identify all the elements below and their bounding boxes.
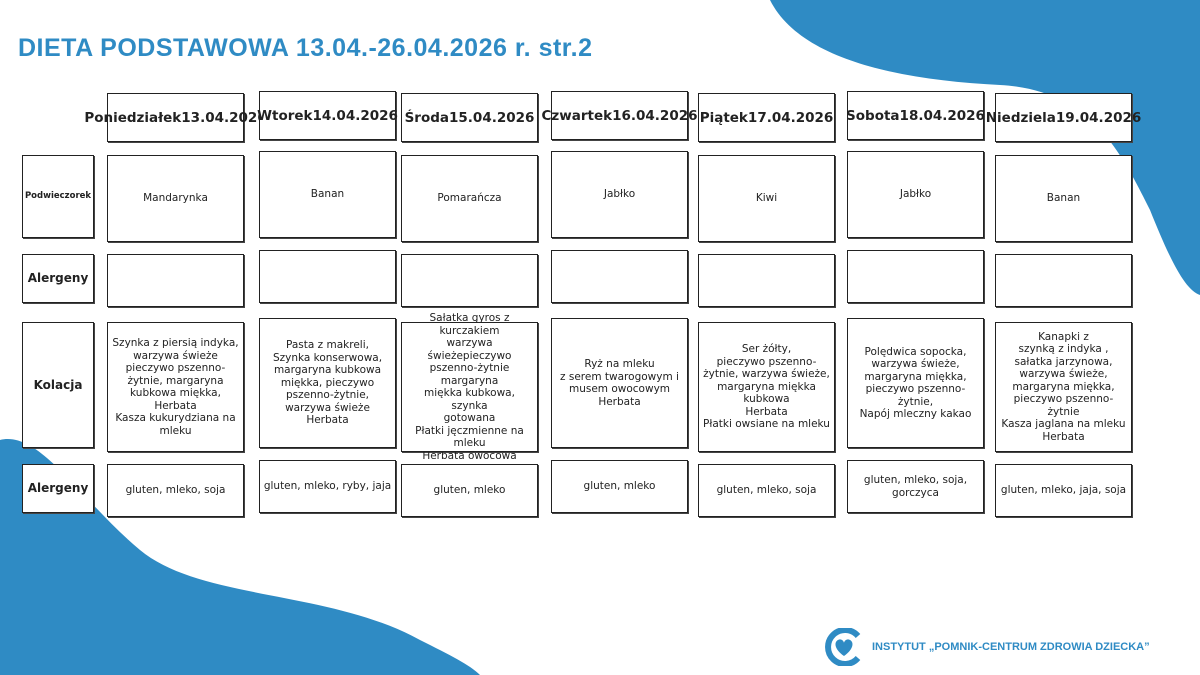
day-name: Wtorek (257, 107, 313, 124)
menu-cell: Banan (259, 151, 396, 238)
day-date: 16.04.2026 (612, 107, 698, 124)
menu-cell: Polędwica sopocka, warzywa świeże, marga… (847, 318, 984, 448)
day-name: Piątek (699, 109, 748, 126)
day-header: Piątek 17.04.2026 (698, 93, 835, 142)
institute-logo: INSTYTUT „POMNIK-CENTRUM ZDROWIA DZIECKA… (822, 628, 1150, 666)
day-date: 14.04.2026 (312, 107, 398, 124)
row-label: Alergeny (22, 464, 94, 513)
row-label: Kolacja (22, 322, 94, 448)
menu-cell: Sałatka gyros z kurczakiem warzywa śwież… (401, 312, 538, 462)
day-date: 15.04.2026 (449, 109, 535, 126)
day-header: Czwartek 16.04.2026 (542, 91, 698, 140)
day-header: Sobota 18.04.2026 (846, 91, 985, 140)
menu-cell (551, 250, 688, 303)
day-name: Poniedziałek (84, 109, 182, 126)
day-name: Niedziela (985, 109, 1056, 126)
day-date: 17.04.2026 (747, 109, 834, 126)
day-header: Niedziela 19.04.2026 (986, 93, 1141, 142)
day-header: Środa 15.04.2026 (401, 93, 538, 142)
day-header: Poniedziałek 13.04.2026 (84, 93, 267, 142)
menu-cell: Jabłko (551, 151, 688, 238)
menu-cell: gluten, mleko, soja, gorczyca (847, 460, 984, 513)
logo-text: INSTYTUT „POMNIK-CENTRUM ZDROWIA DZIECKA… (872, 641, 1150, 653)
menu-cell: gluten, mleko, soja (107, 464, 244, 517)
day-date: 18.04.2026 (899, 107, 985, 124)
menu-cell: gluten, mleko (551, 460, 688, 513)
menu-cell: Pasta z makreli, Szynka konserwowa, marg… (259, 318, 396, 448)
menu-cell (698, 254, 835, 307)
heart-c-logo-icon (825, 628, 861, 666)
day-name: Sobota (846, 107, 900, 124)
menu-cell (107, 254, 244, 307)
day-date: 19.04.2026 (1055, 109, 1142, 126)
menu-cell (847, 250, 984, 303)
row-label: Podwieczorek (22, 155, 94, 238)
menu-cell (995, 254, 1132, 307)
menu-cell: Ryż na mleku z serem twarogowym i musem … (551, 318, 688, 448)
menu-cell: gluten, mleko, soja (698, 464, 835, 517)
day-name: Czwartek (541, 107, 613, 124)
day-date: 13.04.2026 (181, 109, 267, 126)
day-header: Wtorek 14.04.2026 (257, 91, 398, 140)
menu-cell: Jabłko (847, 151, 984, 238)
page-title: DIETA PODSTAWOWA 13.04.-26.04.2026 r. st… (18, 34, 593, 62)
menu-cell: Banan (995, 155, 1132, 242)
row-label: Alergeny (22, 254, 94, 303)
day-name: Środa (404, 109, 450, 126)
menu-cell: Pomarańcza (401, 155, 538, 242)
menu-cell (401, 254, 538, 307)
menu-cell (259, 250, 396, 303)
menu-cell: gluten, mleko, ryby, jaja (259, 460, 396, 513)
menu-cell: Ser żółty, pieczywo pszenno- żytnie, war… (698, 322, 835, 452)
menu-cell: gluten, mleko (401, 464, 538, 517)
menu-cell: gluten, mleko, jaja, soja (995, 464, 1132, 517)
menu-cell: Szynka z piersią indyka, warzywa świeże … (107, 322, 244, 452)
menu-cell: Kiwi (698, 155, 835, 242)
menu-cell: Mandarynka (107, 155, 244, 242)
menu-cell: Kanapki z szynką z indyka , sałatka jarz… (995, 322, 1132, 452)
